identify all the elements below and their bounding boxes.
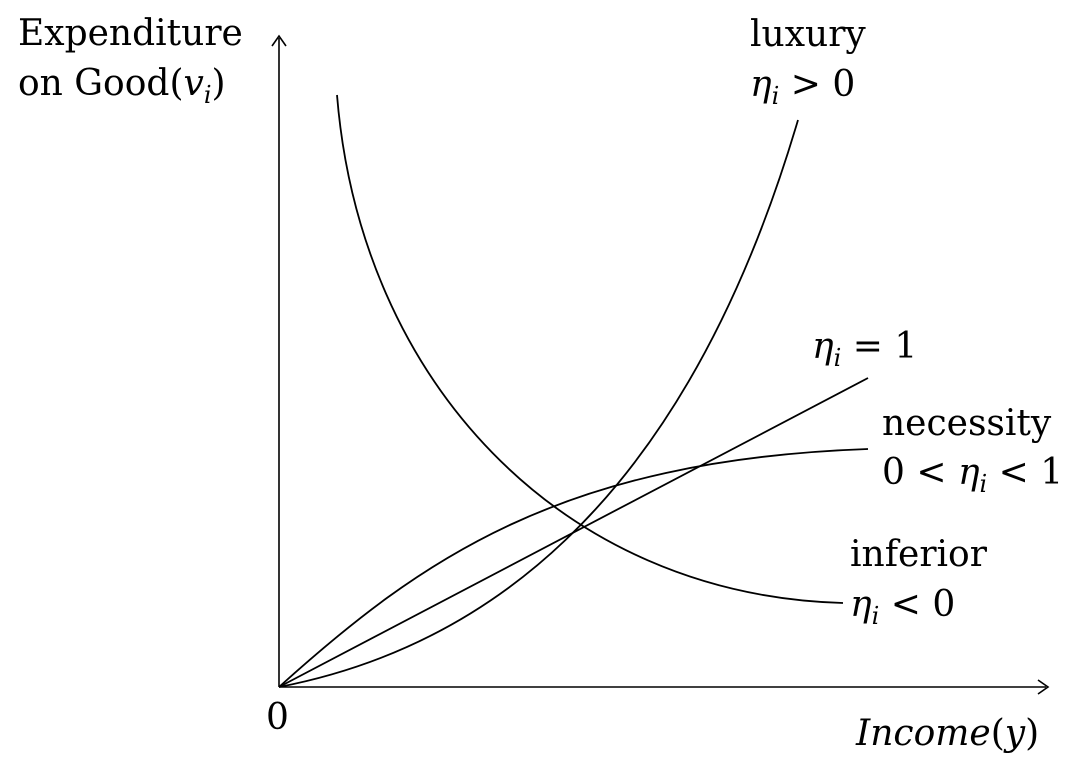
x-axis-label: Income(y)	[855, 713, 1039, 754]
luxury-label: luxury	[750, 14, 866, 55]
necessity-curve	[278, 448, 869, 688]
luxury-curve	[278, 119, 799, 688]
inferior-curve	[336, 94, 844, 604]
necessity-elasticity-label: 0 < ηi < 1	[882, 452, 1063, 498]
y-axis-label-line1: Expenditure	[18, 13, 243, 54]
y-axis-arrowhead	[271, 34, 287, 47]
y-axis-label-line2: on Good(vi)	[18, 63, 226, 109]
unit-elasticity-label: ηi = 1	[812, 326, 917, 372]
unit-elasticity-line	[278, 377, 869, 688]
origin-label: 0	[266, 697, 289, 738]
inferior-elasticity-label: ηi < 0	[850, 584, 955, 630]
x-axis-arrowhead	[1037, 679, 1050, 695]
necessity-label: necessity	[882, 403, 1052, 444]
luxury-elasticity-label: ηi > 0	[750, 64, 855, 110]
inferior-label: inferior	[850, 534, 988, 575]
